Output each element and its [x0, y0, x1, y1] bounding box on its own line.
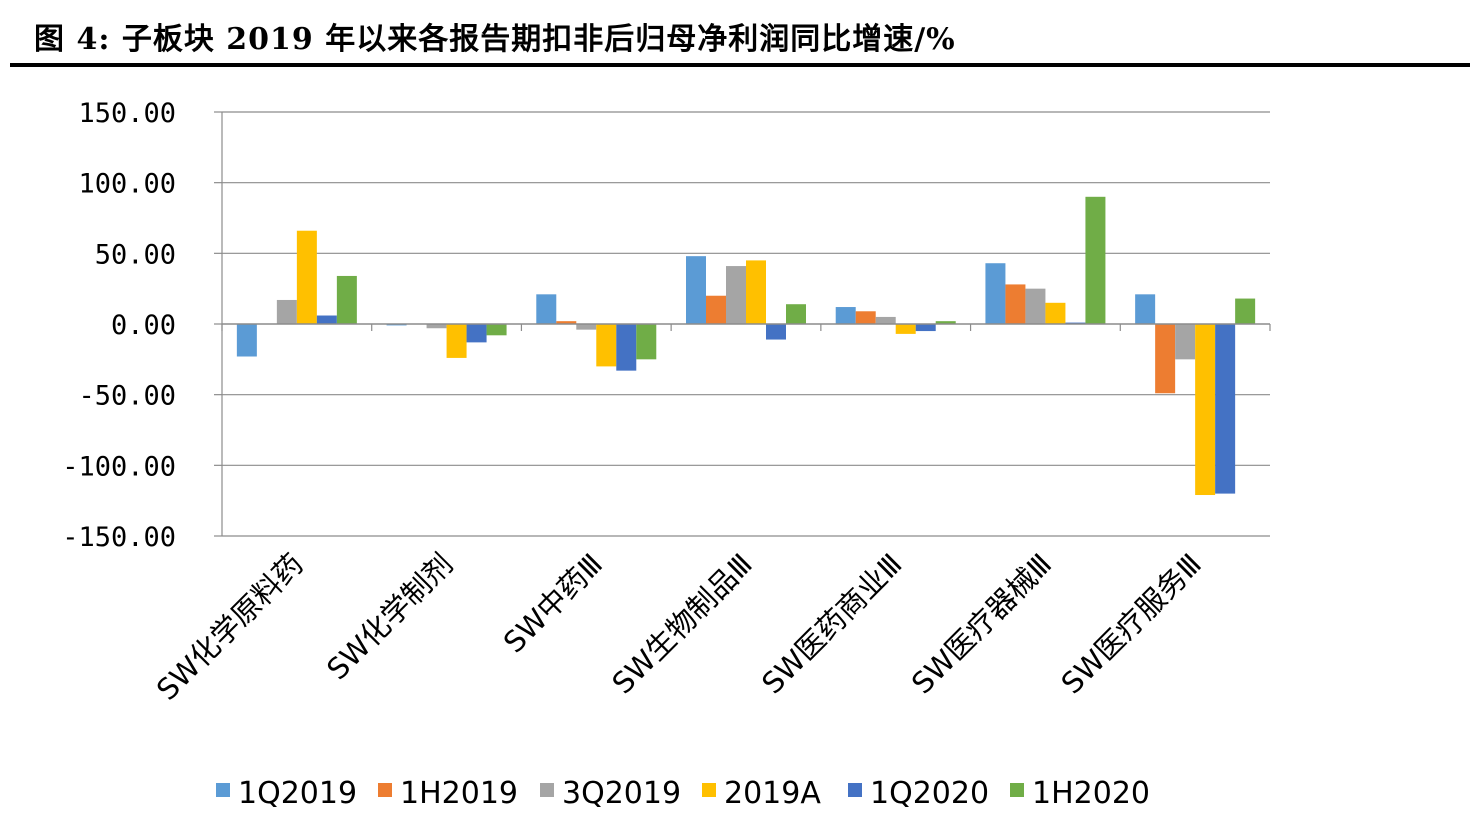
x-category-label: SW中药Ⅲ [497, 547, 609, 659]
bar-1Q2019-4 [835, 307, 856, 324]
y-tick-label: -100.00 [62, 451, 176, 482]
legend: 1Q2019 1H2019 3Q2019 2019A 1Q2020 1H2020 [216, 776, 1150, 811]
legend-swatch [702, 783, 716, 797]
bar-1H2020-5 [1085, 196, 1106, 324]
legend-swatch [216, 783, 230, 797]
bar-1Q2019-2 [536, 294, 557, 324]
bar-2019A-3 [746, 260, 766, 324]
bar-1H2019-2 [556, 321, 577, 324]
bar-1H2020-4 [935, 321, 956, 324]
bar-1H2020-1 [486, 324, 507, 336]
bar-2019A-0 [296, 230, 317, 324]
y-tick-label: 0.00 [111, 310, 176, 341]
bar-1Q2020-0 [316, 315, 337, 324]
bar-3Q2019-1 [426, 324, 447, 329]
bar-3Q2019-2 [576, 324, 597, 330]
bar-1Q2020-6 [1215, 324, 1236, 494]
legend-label: 1H2020 [1032, 776, 1150, 811]
bar-3Q2019-5 [1025, 288, 1046, 324]
y-tick-label: 100.00 [78, 169, 176, 200]
legend-swatch [540, 783, 554, 797]
bar-3Q2019-6 [1175, 324, 1196, 360]
bar-1Q2019-0 [236, 324, 257, 357]
legend-swatch [378, 783, 392, 797]
y-axis: 150.00 100.00 50.00 0.00 -50.00 -100.00 -150.0… [62, 98, 223, 553]
bars [236, 196, 1256, 496]
bar-1Q2020-1 [466, 324, 487, 343]
bar-2019A-2 [596, 324, 617, 367]
bar-1H2020-6 [1235, 298, 1256, 324]
legend-label: 3Q2019 [562, 776, 681, 811]
bar-1H2020-0 [336, 275, 357, 324]
title-rule [10, 63, 1470, 67]
y-tick-label: -50.00 [78, 381, 176, 412]
x-category-label: SW化学原料药 [150, 547, 310, 707]
bar-3Q2019-3 [726, 266, 746, 324]
x-category-label: SW医疗器械Ⅲ [905, 547, 1058, 700]
bar-1Q2020-4 [915, 324, 936, 332]
legend-label: 1Q2020 [870, 776, 989, 811]
legend-swatch [1010, 783, 1024, 797]
bar-3Q2019-4 [875, 316, 896, 324]
y-tick-label: 150.00 [78, 98, 176, 129]
legend-swatch [848, 783, 862, 797]
bar-1H2020-2 [636, 324, 657, 360]
bar-3Q2019-0 [276, 299, 297, 324]
bar-1H2019-4 [855, 311, 876, 324]
bar-1Q2020-3 [766, 324, 786, 340]
bar-2019A-6 [1195, 324, 1216, 496]
bar-2019A-4 [895, 324, 916, 334]
y-tick-label: 50.00 [95, 239, 176, 270]
x-category-label: SW医疗服务Ⅲ [1055, 547, 1208, 700]
x-category-label: SW化学制剂 [320, 547, 459, 686]
bar-1Q2019-5 [985, 263, 1006, 324]
x-category-label: SW医药商业Ⅲ [755, 547, 908, 700]
legend-label: 1H2019 [400, 776, 518, 811]
x-axis: SW化学原料药 SW化学制剂 SW中药ⅢSW生物制品ⅢSW医药商业ⅢSW医疗器械ⅢS… [150, 323, 1271, 707]
bar-1Q2019-6 [1135, 294, 1156, 324]
bar-1H2020-3 [786, 304, 806, 324]
legend-label: 1Q2019 [238, 776, 357, 811]
y-tick-label: -150.00 [62, 522, 176, 553]
bar-1Q2019-3 [686, 256, 706, 324]
bar-2019A-1 [446, 324, 467, 358]
bar-1H2019-6 [1155, 324, 1176, 394]
x-category-label: SW生物制品Ⅲ [605, 547, 758, 700]
legend-label: 2019A [724, 776, 821, 811]
figure-title: 图 4: 子板块 2019 年以来各报告期扣非后归母净利润同比增速/% [34, 22, 956, 57]
bar-1Q2020-2 [616, 324, 637, 371]
bar-2019A-5 [1045, 302, 1066, 324]
bar-1H2019-3 [706, 295, 726, 324]
bar-1H2019-5 [1005, 284, 1026, 324]
